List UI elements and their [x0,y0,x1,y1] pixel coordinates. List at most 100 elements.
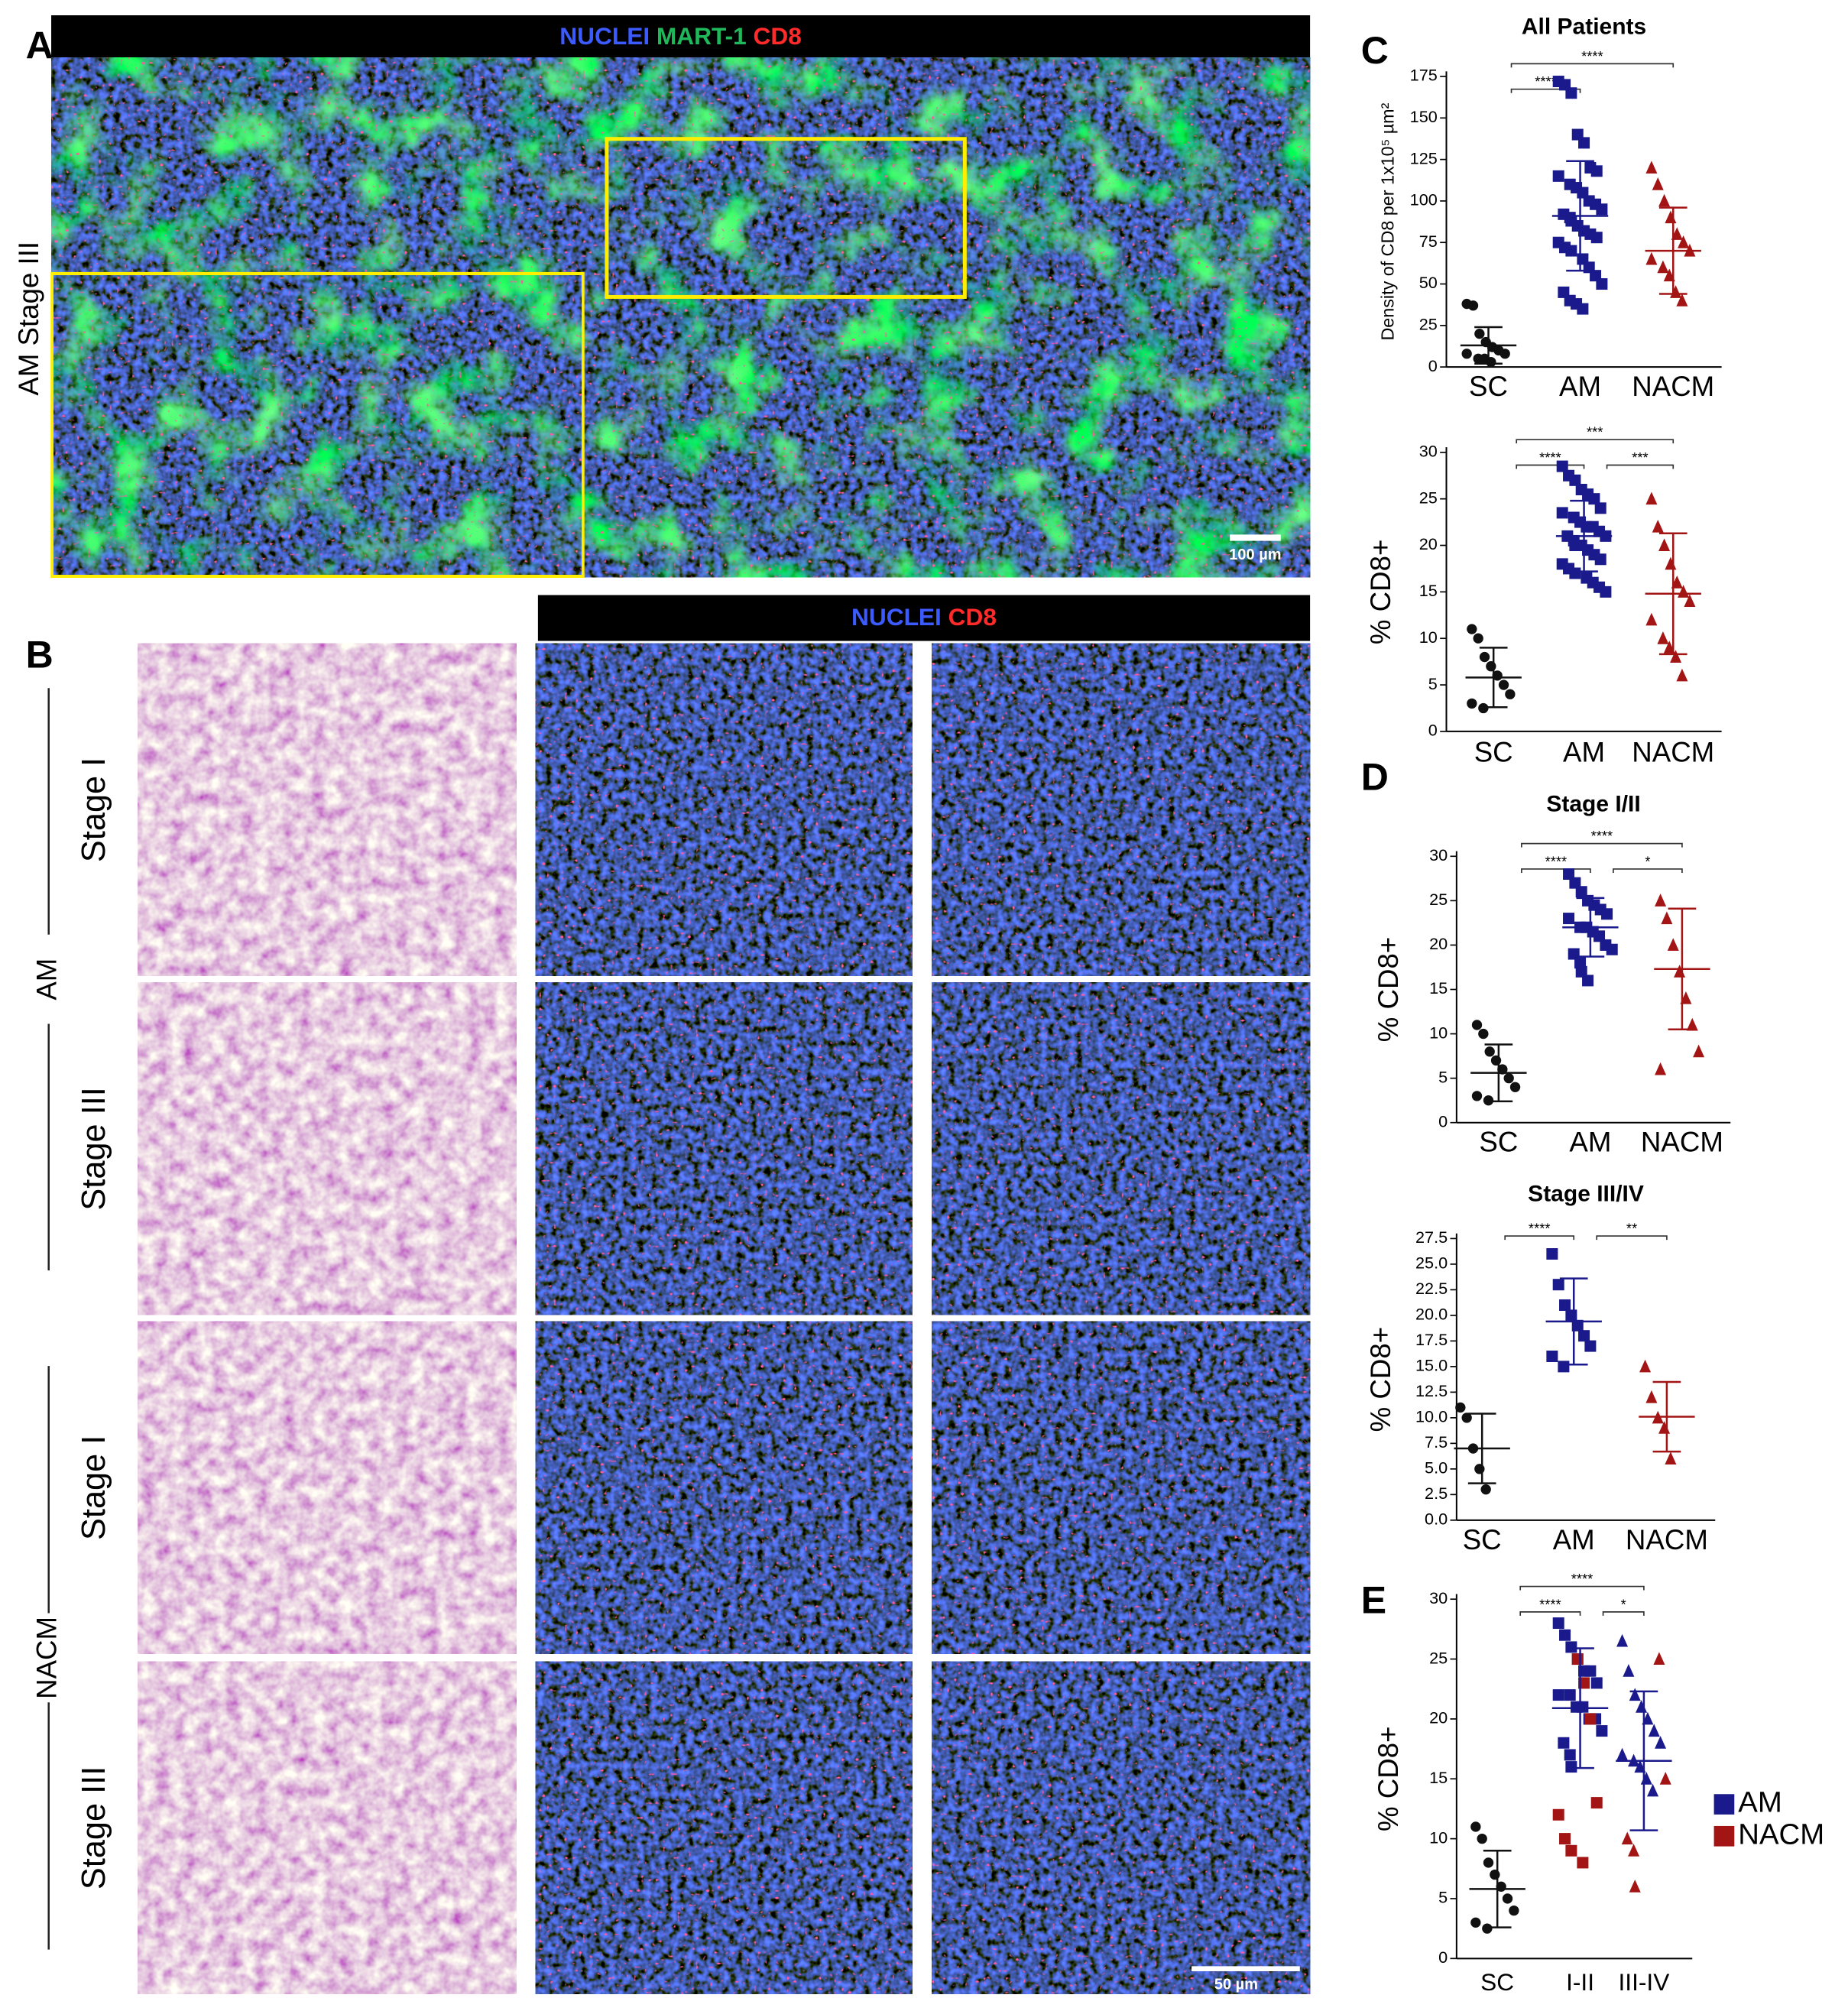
data-point [1490,1869,1500,1880]
scale-label: 100 µm [1229,547,1281,563]
fluor-cd8 [932,1321,1311,1654]
stain: NUCLEI [559,22,650,50]
data-point [1584,1713,1597,1725]
data-point [1502,1893,1513,1904]
data-point [1584,1665,1597,1677]
data-point [1578,1677,1590,1689]
data-point [1556,507,1568,519]
roi-box [605,137,967,299]
data-point [1678,235,1690,248]
y-tick-label: 20 [1429,934,1448,953]
chart-title: All Patients [1522,15,1646,40]
y-axis-label: % CD8+ [1373,1727,1404,1832]
y-tick-label: 10.0 [1415,1407,1448,1426]
data-point [1658,538,1671,552]
data-point [1552,1617,1564,1630]
data-point [1645,612,1658,626]
y-axis-label: % CD8+ [1365,1327,1396,1432]
data-point [1665,210,1677,224]
significance-bar [1519,1611,1581,1616]
data-point [1594,502,1606,514]
data-point [1565,1761,1577,1773]
data-point [1645,1390,1658,1403]
data-point [1470,1917,1481,1928]
data-point [1661,911,1673,925]
data-point [1655,1062,1667,1075]
data-point [1575,965,1587,978]
y-tick-label: 5 [1438,1067,1448,1086]
data-point [1577,1857,1589,1869]
y-tick-label: 30 [1419,442,1438,461]
data-point [1563,913,1575,925]
y-tick-label: 7.5 [1425,1432,1448,1451]
data-point [1461,1413,1472,1423]
x-tick-label: AM [1569,1127,1611,1158]
y-tick-label: 175 [1410,66,1438,85]
data-point [1640,1772,1652,1785]
data-point [1470,1821,1481,1832]
data-point [1509,1905,1519,1916]
data-point [1658,193,1671,207]
header-bar [51,15,1311,58]
data-point [1497,1064,1508,1075]
inset-cd8 [53,275,582,575]
data-point [1552,1689,1564,1701]
x-tick-label: I-II [1566,1968,1594,1996]
data-point [1565,245,1577,257]
panel-letter: C [1361,29,1389,72]
y-tick-label: 0 [1438,1948,1448,1967]
he-micrograph [138,643,517,976]
data-point [1565,1641,1577,1653]
significance-bar [1510,88,1581,93]
data-point [1659,1772,1671,1785]
data-point [1486,356,1496,368]
data-point [1652,177,1664,190]
legend-label: NACM [1738,1818,1824,1850]
significance-label: * [1645,853,1650,869]
data-point [1565,1309,1577,1322]
y-tick-label: 27.5 [1415,1228,1448,1247]
data-point [1499,349,1510,359]
x-tick-label: SC [1469,371,1508,402]
data-point [1503,1072,1514,1084]
y-tick-label: 30 [1429,845,1448,864]
y-tick-label: 125 [1410,148,1438,167]
data-point [1684,594,1696,608]
data-point [1639,1359,1652,1373]
data-point [1484,1046,1495,1057]
chart-title: Stage I/II [1546,792,1640,817]
significance-bar [1521,868,1591,873]
data-point [1584,1340,1597,1352]
data-point [1657,631,1669,644]
data-point [1578,1330,1590,1342]
significance-label: **** [1591,828,1613,844]
y-tick-label: 10 [1429,1828,1448,1847]
data-point [1558,1361,1570,1373]
y-tick-label: 0 [1438,1111,1448,1130]
data-point [1471,1020,1483,1030]
data-point [1582,975,1594,987]
data-point [1478,1028,1489,1040]
y-tick-label: 20 [1429,1708,1448,1727]
data-point [1674,965,1686,978]
data-point [1559,1629,1571,1641]
data-point [1648,1724,1660,1737]
data-point [1461,349,1472,359]
fluor-cd8 [535,643,913,976]
data-point [1606,943,1618,955]
data-point [1670,285,1682,298]
y-axis-label: % CD8+ [1373,937,1404,1043]
stain: CD8 [948,604,997,631]
data-point [1509,1082,1521,1092]
x-tick-label: AM [1553,1524,1595,1555]
data-point [1623,1664,1635,1677]
significance-label: **** [1581,48,1603,64]
significance-bar [1613,868,1683,873]
data-point [1559,1299,1571,1311]
data-point [1686,1017,1698,1031]
x-tick-label: III-IV [1618,1968,1669,1996]
data-point [1474,1464,1485,1474]
y-tick-label: 10 [1429,1023,1448,1042]
data-point [1483,1857,1494,1868]
data-point [1563,868,1575,881]
